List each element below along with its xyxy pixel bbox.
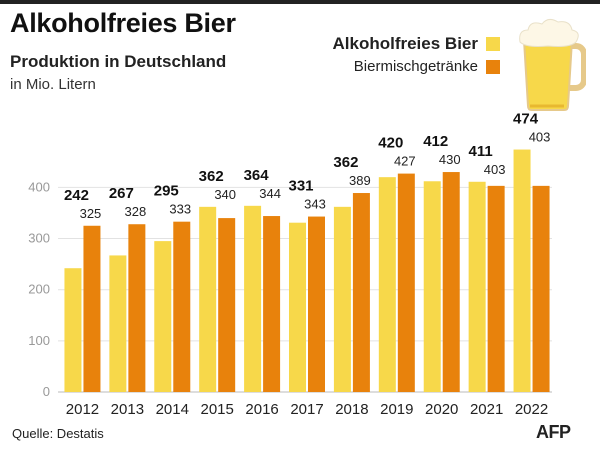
bar-biermisch-2015	[218, 218, 236, 392]
value-label-alkoholfrei-2020: 412	[423, 133, 448, 150]
bar-alkoholfrei-2018	[333, 206, 351, 392]
afp-logo: AFP	[536, 422, 571, 442]
bar-biermisch-2013	[128, 224, 146, 392]
bar-alkoholfrei-2020	[423, 181, 441, 392]
bar-biermisch-2019	[397, 173, 415, 392]
top-rule	[0, 0, 600, 4]
value-label-biermisch-2019: 427	[394, 154, 416, 169]
bar-biermisch-2014	[173, 221, 191, 392]
y-tick-label: 100	[28, 333, 50, 348]
bar-biermisch-2020	[442, 172, 460, 392]
legend-item-alkoholfrei: Alkoholfreies Bier	[332, 34, 500, 54]
bar-alkoholfrei-2015	[199, 206, 217, 392]
value-label-alkoholfrei-2021: 411	[469, 143, 493, 160]
legend-item-biermisch: Biermischgetränke	[354, 58, 500, 75]
x-tick-label-2015: 2015	[200, 401, 233, 418]
x-tick-label-2021: 2021	[470, 401, 503, 418]
value-label-alkoholfrei-2012: 242	[64, 187, 89, 204]
x-tick-label-2022: 2022	[515, 401, 548, 418]
value-label-biermisch-2021: 403	[484, 162, 506, 177]
x-tick-label-2012: 2012	[66, 401, 99, 418]
value-label-alkoholfrei-2016: 364	[244, 167, 270, 184]
bar-alkoholfrei-2019	[378, 177, 396, 392]
chart-subtitle: Produktion in Deutschland	[10, 52, 227, 71]
bar-biermisch-2012	[83, 225, 101, 392]
value-label-biermisch-2016: 344	[259, 186, 281, 201]
beer-glass-icon	[519, 18, 586, 111]
value-label-biermisch-2015: 340	[214, 187, 236, 202]
x-tick-label-2014: 2014	[156, 401, 189, 418]
value-label-alkoholfrei-2015: 362	[199, 168, 224, 185]
legend-swatch-alkoholfrei	[486, 37, 500, 51]
y-tick-label: 200	[28, 282, 50, 297]
y-tick-label: 300	[28, 231, 50, 246]
bar-alkoholfrei-2017	[289, 222, 306, 392]
bar-alkoholfrei-2021	[468, 181, 486, 392]
value-label-biermisch-2020: 430	[439, 152, 461, 167]
value-label-alkoholfrei-2018: 362	[333, 154, 358, 171]
bar-biermisch-2022	[532, 185, 550, 392]
value-label-alkoholfrei-2013: 267	[109, 185, 134, 202]
legend-swatch-biermisch	[486, 59, 500, 74]
bar-alkoholfrei-2022	[513, 149, 531, 392]
bar-biermisch-2018	[352, 193, 370, 392]
y-tick-label: 400	[28, 179, 50, 194]
x-tick-label-2018: 2018	[335, 401, 368, 418]
bar-alkoholfrei-2012	[64, 268, 82, 392]
value-label-biermisch-2014: 333	[169, 202, 191, 217]
x-tick-label-2017: 2017	[290, 401, 323, 418]
chart-title: Alkoholfreies Bier	[10, 8, 236, 38]
bar-biermisch-2017	[308, 216, 325, 392]
bar-alkoholfrei-2016	[244, 205, 262, 392]
legend-label-biermisch: Biermischgetränke	[353, 58, 478, 75]
value-label-biermisch-2013: 328	[125, 204, 147, 219]
x-tick-label-2013: 2013	[111, 401, 144, 418]
value-label-biermisch-2022: 403	[529, 130, 551, 145]
x-tick-label-2016: 2016	[245, 401, 278, 418]
value-label-biermisch-2018: 389	[349, 173, 371, 188]
y-tick-label: 0	[43, 384, 50, 399]
value-label-alkoholfrei-2014: 295	[154, 183, 179, 200]
bar-alkoholfrei-2013	[109, 255, 127, 392]
unit-label: in Mio. Litern	[10, 76, 96, 93]
value-label-biermisch-2017: 343	[304, 197, 326, 212]
source-note: Quelle: Destatis	[12, 426, 104, 441]
x-tick-label-2020: 2020	[425, 401, 458, 418]
value-label-alkoholfrei-2022: 474	[513, 111, 539, 128]
x-tick-label-2019: 2019	[380, 401, 413, 418]
value-label-biermisch-2012: 325	[80, 206, 102, 221]
bar-biermisch-2016	[263, 216, 281, 392]
bar-biermisch-2021	[487, 185, 505, 392]
value-label-alkoholfrei-2019: 420	[378, 135, 403, 152]
value-label-alkoholfrei-2017: 331	[288, 178, 313, 195]
legend-label-alkoholfrei: Alkoholfreies Bier	[332, 34, 479, 53]
bar-alkoholfrei-2014	[154, 241, 172, 392]
